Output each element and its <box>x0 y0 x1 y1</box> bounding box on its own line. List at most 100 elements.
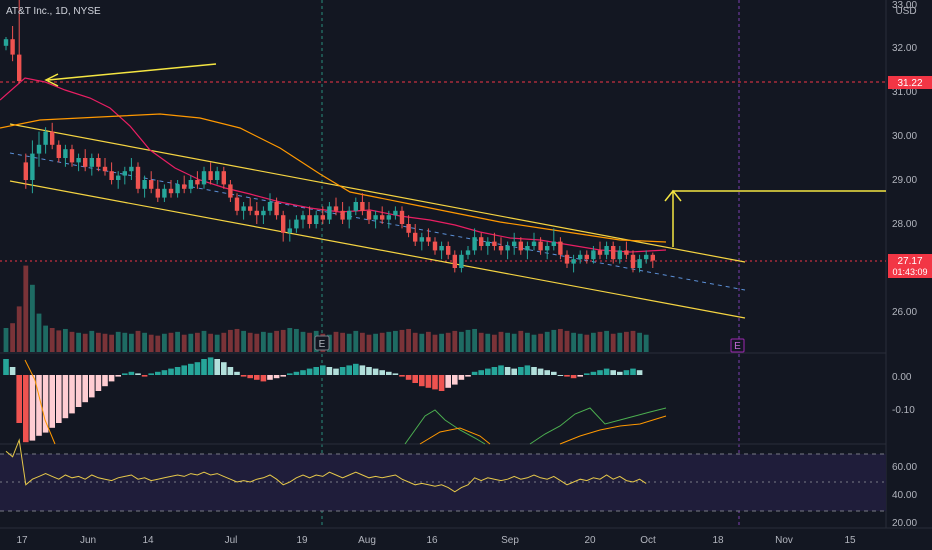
volume-bar <box>214 334 220 352</box>
macd-histogram-bar <box>320 365 326 375</box>
time-label: Aug <box>358 535 376 546</box>
candle-body <box>624 250 629 255</box>
candle-body <box>452 254 457 268</box>
volume-bar <box>228 329 233 352</box>
candle-body <box>617 250 622 260</box>
volume-bar <box>10 323 15 352</box>
volume-bar <box>360 332 365 352</box>
macd-histogram-bar <box>504 367 511 375</box>
macd-tick: 0.00 <box>892 372 912 383</box>
candle-body <box>505 246 510 251</box>
macd-histogram-bar <box>584 373 590 375</box>
time-label: 14 <box>142 535 154 546</box>
candle-body <box>545 246 550 251</box>
ma-slow-line[interactable] <box>0 113 667 243</box>
macd-histogram-bar <box>366 367 372 375</box>
volume-bar <box>478 332 484 352</box>
candle-body <box>479 237 484 246</box>
candle-body <box>314 215 319 224</box>
symbol-legend[interactable]: AT&T Inc., 1D, NYSE <box>6 6 101 17</box>
macd-histogram-bar <box>201 359 207 375</box>
macd-histogram-bar <box>531 367 537 375</box>
time-label: Jun <box>80 535 96 546</box>
volume-bar <box>393 330 398 352</box>
macd-histogram-bar <box>597 370 603 375</box>
macd-histogram-bar <box>287 373 293 375</box>
volume-bar <box>135 330 141 352</box>
candle-body <box>558 241 563 255</box>
time-label: 18 <box>712 535 724 546</box>
volume-bar <box>307 332 312 352</box>
candle-body <box>353 202 358 211</box>
candle-body <box>333 206 339 211</box>
candle-body <box>465 250 471 255</box>
last-price-text: 27.17 <box>897 256 922 267</box>
macd-histogram-bar <box>399 375 405 377</box>
candle-body <box>584 254 589 260</box>
macd-histogram-bar <box>339 367 346 375</box>
earnings-marker-future[interactable]: E <box>730 338 745 353</box>
ma-fast-line[interactable] <box>0 77 667 253</box>
candle-body <box>17 54 22 81</box>
volume-bar <box>261 331 266 352</box>
macd-histogram-bar <box>49 375 55 428</box>
macd-signal-segment <box>559 415 667 445</box>
rsi-line[interactable] <box>5 438 647 493</box>
macd-histogram-bar <box>227 367 234 375</box>
rsi-tick: 20.00 <box>892 518 917 529</box>
macd-histogram-bar <box>148 373 154 375</box>
macd-histogram-bar <box>617 371 623 375</box>
time-axis[interactable]: 17 Jun 14 Jul 19 Aug 16 Sep 20 Oct 18 Nov 15 <box>16 535 856 546</box>
volume-bar <box>505 332 510 352</box>
volume-bar <box>122 332 128 352</box>
volume-bar <box>472 328 477 352</box>
arrow-line-left[interactable] <box>47 63 217 81</box>
volume-bar <box>49 328 55 352</box>
macd-histogram-bar <box>69 375 75 414</box>
channel-lower-line[interactable] <box>9 180 746 319</box>
candle-body <box>142 180 147 189</box>
time-label: Jul <box>225 535 238 546</box>
volume-bar <box>637 332 642 352</box>
price-tag-high <box>888 76 932 89</box>
candle-body <box>650 254 655 261</box>
candle-body <box>360 202 365 211</box>
volume-bar <box>511 333 517 352</box>
macd-histogram-bar <box>577 375 583 377</box>
volume-bar <box>591 332 596 352</box>
volume-bar <box>604 330 609 352</box>
volume-bar <box>465 329 471 352</box>
macd-histogram-bar <box>544 370 550 375</box>
macd-histogram-bar <box>128 371 135 375</box>
price-tick: 29.00 <box>892 175 917 186</box>
macd-histogram-bar <box>485 368 491 375</box>
candle-body <box>446 246 451 255</box>
macd-histogram-bar <box>42 375 49 433</box>
volume-bar <box>412 332 418 352</box>
earnings-marker[interactable]: E <box>314 335 330 351</box>
volume-bar <box>76 332 81 352</box>
candle-body <box>432 241 438 251</box>
time-label: 17 <box>16 535 28 546</box>
time-label: Nov <box>775 535 793 546</box>
time-label: Oct <box>640 535 656 546</box>
volume-bar <box>346 333 352 352</box>
macd-group <box>3 357 643 443</box>
candle-body <box>525 246 530 251</box>
rsi-tick: 60.00 <box>892 462 917 473</box>
macd-histogram-bar <box>181 365 187 375</box>
price-tick: 33.00 <box>892 0 917 11</box>
macd-histogram-bar <box>23 375 29 443</box>
macd-histogram-bar <box>155 371 161 375</box>
time-label: 20 <box>584 535 596 546</box>
channel-upper-line[interactable] <box>9 123 746 263</box>
macd-histogram-bar <box>62 375 69 419</box>
volume-bar <box>333 331 339 352</box>
macd-histogram-bar <box>570 375 577 379</box>
macd-histogram-bar <box>445 375 451 388</box>
candle-body <box>531 241 537 246</box>
macd-histogram-bar <box>359 365 366 375</box>
currency-label[interactable]: USD <box>895 6 916 17</box>
candle-body <box>135 166 141 189</box>
